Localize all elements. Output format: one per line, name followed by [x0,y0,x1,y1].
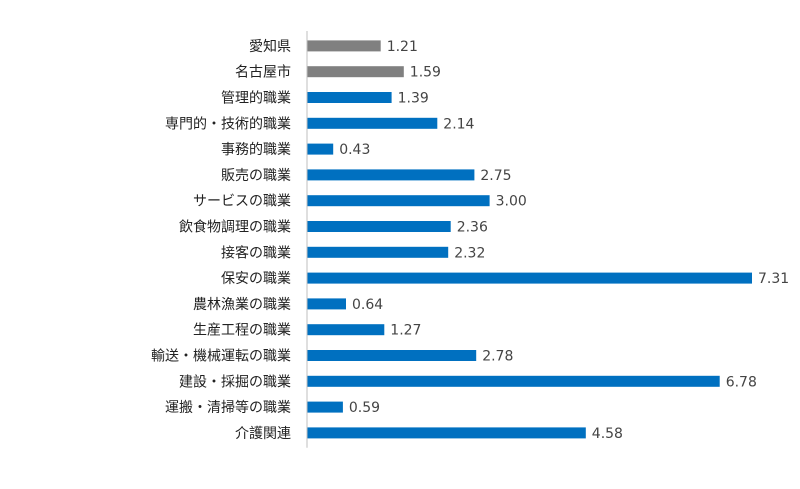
value-label-2: 1.39 [398,91,429,107]
value-label-3: 2.14 [443,116,474,132]
category-label-3: 専門的・技術的職業 [165,116,291,132]
category-label-14: 運搬・清掃等の職業 [165,399,291,416]
value-labels-group: 1.21 1.59 1.39 2.14 0.43 2.75 3.00 2.36 2.32 7.31… [339,39,789,442]
category-label-1: 名古屋市 [235,64,291,81]
bar-6 [307,195,490,207]
category-label-7: 飲食物調理の職業 [179,219,291,236]
category-label-15: 介護関連 [235,426,291,442]
value-label-11: 1.27 [390,323,421,339]
bar-5 [307,169,475,181]
bar-11 [307,324,385,336]
bar-12 [307,350,477,361]
value-label-10: 0.64 [352,297,383,313]
category-labels-group: 愛知県名古屋市管理的職業専門的・技術的職業事務的職業販売の職業サービスの職業飲食… [151,38,291,442]
category-label-11: 生産工程の職業 [193,323,291,339]
category-label-2: 管理的職業 [221,91,291,107]
category-label-5: 販売の職業 [221,168,291,184]
value-label-0: 1.21 [387,39,418,55]
bar-13 [307,375,720,387]
value-label-14: 0.59 [349,400,380,416]
bar-8 [307,246,449,258]
category-label-4: 事務的職業 [221,142,291,158]
category-label-8: 接客の職業 [221,244,291,261]
value-label-6: 3.00 [496,194,527,210]
category-label-13: 建設・採掘の職業 [179,374,291,390]
value-label-5: 2.75 [480,168,511,184]
value-label-1: 1.59 [410,65,441,81]
bars-group [307,40,752,439]
bar-3 [307,117,438,129]
bar-9 [307,272,752,284]
value-label-15: 4.58 [592,426,623,442]
category-label-9: 保安の職業 [221,271,291,287]
bar-10 [307,298,346,310]
value-label-4: 0.43 [339,142,370,158]
bar-7 [307,221,451,232]
bar-1 [307,66,404,78]
bar-4 [307,143,334,155]
value-label-13: 6.78 [726,374,757,390]
bar-0 [307,40,381,52]
value-label-7: 2.36 [457,220,488,236]
value-label-9: 7.31 [758,271,789,287]
value-label-12: 2.78 [482,349,513,365]
bar-15 [307,427,586,439]
category-label-10: 農林漁業の職業 [193,297,291,313]
category-label-12: 輸送・機械運転の職業 [151,349,291,365]
bar-2 [307,92,392,103]
category-label-6: サービスの職業 [193,194,291,210]
bar-14 [307,401,343,413]
category-label-0: 愛知県 [249,38,291,55]
value-label-8: 2.32 [454,245,485,261]
